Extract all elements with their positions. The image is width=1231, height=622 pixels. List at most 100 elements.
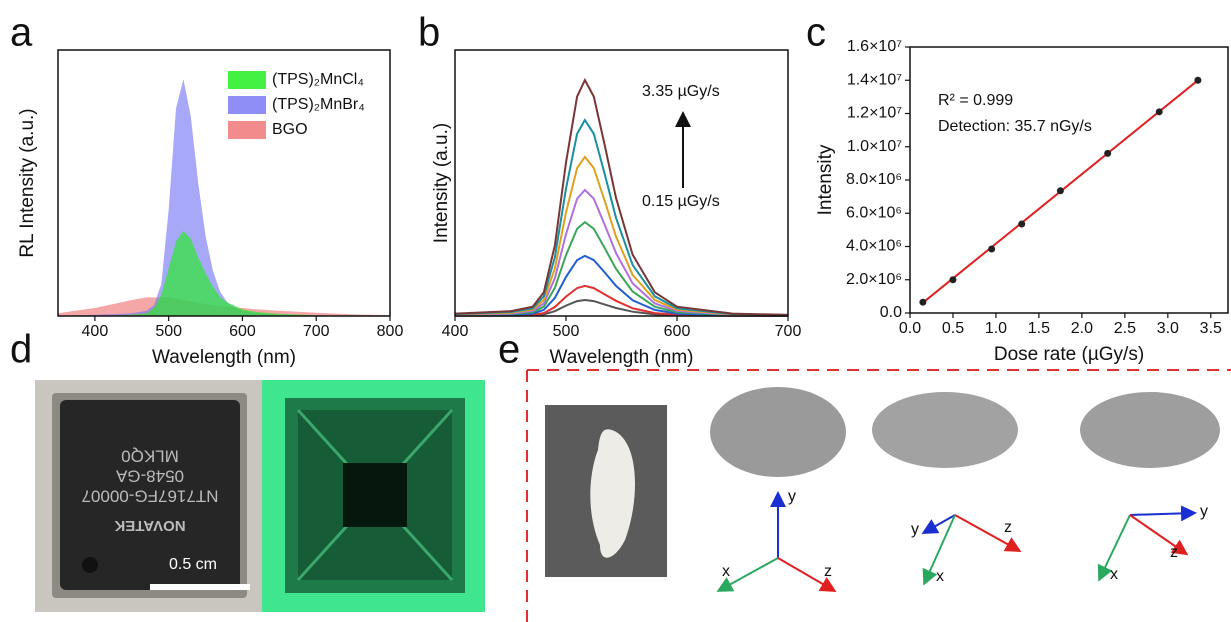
triad-axis bbox=[922, 514, 956, 586]
scale-bar-label: 0.5 cm bbox=[169, 556, 217, 573]
line bbox=[454, 77, 789, 316]
triad-label: x bbox=[936, 568, 944, 585]
ct-view bbox=[710, 387, 846, 477]
x-tick-label: 3.0 bbox=[1157, 320, 1179, 337]
triad-axis bbox=[716, 557, 779, 592]
line bbox=[455, 298, 789, 317]
line bbox=[454, 118, 789, 316]
chip-text: NT7167FG-00007 bbox=[81, 487, 218, 506]
point bbox=[1018, 220, 1026, 228]
xray-image bbox=[262, 380, 485, 612]
plot-frame bbox=[57, 49, 391, 317]
x-tick-label: 400 bbox=[442, 323, 469, 340]
triad-label: z bbox=[1004, 519, 1012, 536]
x-tick-label: 1.0 bbox=[985, 320, 1007, 337]
x-tick-label: 500 bbox=[553, 323, 580, 340]
y-tick-label: 1.2×10⁷ bbox=[847, 105, 902, 122]
y-tick-label: 1.0×10⁷ bbox=[847, 138, 902, 155]
y-tick-label: 2.0×10⁶ bbox=[846, 271, 902, 288]
legend-swatch bbox=[228, 71, 266, 89]
y-tick-label: 8.0×10⁶ bbox=[846, 171, 902, 188]
triad-label: y bbox=[911, 521, 919, 538]
dashed-border bbox=[526, 369, 1231, 622]
x-tick-label: 400 bbox=[82, 323, 109, 340]
panel-letter: a bbox=[10, 11, 33, 55]
triad-axis bbox=[1097, 514, 1131, 582]
shell bbox=[590, 429, 635, 558]
point bbox=[1155, 108, 1163, 116]
y-tick-label: 6.0×10⁶ bbox=[846, 204, 902, 221]
ct-view bbox=[1080, 392, 1220, 468]
y-axis-label: RL Intensity (a.u.) bbox=[17, 108, 38, 257]
line bbox=[454, 188, 789, 317]
triad-axis bbox=[954, 514, 1022, 552]
point bbox=[1056, 187, 1064, 195]
point bbox=[1104, 149, 1112, 157]
line bbox=[454, 254, 789, 317]
x-tick-label: 700 bbox=[775, 323, 802, 340]
x-tick-label: 1.5 bbox=[1028, 320, 1050, 337]
legend-label: (TPS)₂MnBr₄ bbox=[272, 96, 365, 113]
triad-axis bbox=[1129, 505, 1197, 522]
triad-label: x bbox=[722, 563, 730, 580]
y-tick-label: 1.4×10⁷ bbox=[847, 71, 902, 88]
x-tick-label: 600 bbox=[229, 323, 256, 340]
y-tick-label: 4.0×10⁶ bbox=[846, 238, 902, 255]
panel-letter: d bbox=[10, 328, 32, 372]
triad-label: x bbox=[1110, 566, 1118, 583]
chip-text: MLKQ0 bbox=[121, 447, 179, 466]
chip-photo: NT7167FG-00007 0548-GA MLKQ0 NOVATEK 0.5… bbox=[35, 380, 262, 612]
line bbox=[454, 220, 789, 317]
xray-die bbox=[343, 463, 407, 527]
y-axis-label: Intensity (a.u.) bbox=[431, 123, 452, 243]
ct-view bbox=[872, 392, 1018, 468]
triad-label: z bbox=[824, 563, 832, 580]
legend-label: BGO bbox=[272, 121, 308, 138]
triad-axis bbox=[777, 557, 837, 593]
panel-letter: c bbox=[806, 11, 826, 55]
point bbox=[949, 276, 957, 284]
chip-body bbox=[60, 400, 240, 590]
triad-axis bbox=[921, 514, 956, 534]
panel-letter: b bbox=[418, 11, 440, 55]
triad-axis bbox=[1129, 514, 1189, 556]
y-tick-label: 0.0 bbox=[880, 304, 902, 321]
x-axis-label: Wavelength (nm) bbox=[152, 347, 296, 368]
y-tick-label: 1.6×10⁷ bbox=[847, 38, 902, 55]
x-axis-label: Dose rate (µGy/s) bbox=[994, 344, 1144, 365]
chip-text: NOVATEK bbox=[114, 517, 185, 534]
plot-frame bbox=[909, 46, 1229, 314]
x-tick-label: 0.0 bbox=[899, 320, 921, 337]
triad-label: y bbox=[788, 488, 796, 505]
annotation: R² = 0.999 bbox=[938, 92, 1013, 109]
x-tick-label: 600 bbox=[664, 323, 691, 340]
axis-triad: y x z y x z y x z bbox=[716, 488, 1208, 593]
triad-label: y bbox=[1200, 503, 1208, 520]
x-tick-label: 700 bbox=[303, 323, 330, 340]
triad-label: z bbox=[1170, 544, 1178, 561]
legend-label: (TPS)₂MnCl₄ bbox=[272, 71, 364, 88]
annotation: Detection: 35.7 nGy/s bbox=[938, 118, 1092, 135]
line bbox=[454, 155, 789, 317]
point bbox=[1194, 76, 1202, 84]
plot-frame bbox=[454, 49, 789, 317]
x-tick-label: 0.5 bbox=[942, 320, 964, 337]
x-axis-label: Wavelength (nm) bbox=[550, 347, 694, 368]
x-tick-label: 500 bbox=[155, 323, 182, 340]
x-tick-label: 800 bbox=[377, 323, 404, 340]
line bbox=[454, 284, 788, 317]
legend-swatch bbox=[228, 121, 266, 139]
chip-text: 0548-GA bbox=[115, 467, 184, 486]
chip-dot bbox=[82, 557, 98, 573]
y-axis-label: Intensity bbox=[815, 144, 836, 215]
chip-label: NT7167FG-00007 0548-GA MLKQ0 NOVATEK bbox=[81, 447, 218, 535]
point bbox=[988, 245, 996, 253]
annotation: 3.35 µGy/s bbox=[642, 83, 720, 100]
annotation: 0.15 µGy/s bbox=[642, 193, 720, 210]
legend-swatch bbox=[228, 96, 266, 114]
x-tick-label: 2.5 bbox=[1114, 320, 1136, 337]
point bbox=[919, 298, 927, 306]
x-tick-label: 2.0 bbox=[1071, 320, 1093, 337]
panel-letter: e bbox=[498, 328, 520, 372]
